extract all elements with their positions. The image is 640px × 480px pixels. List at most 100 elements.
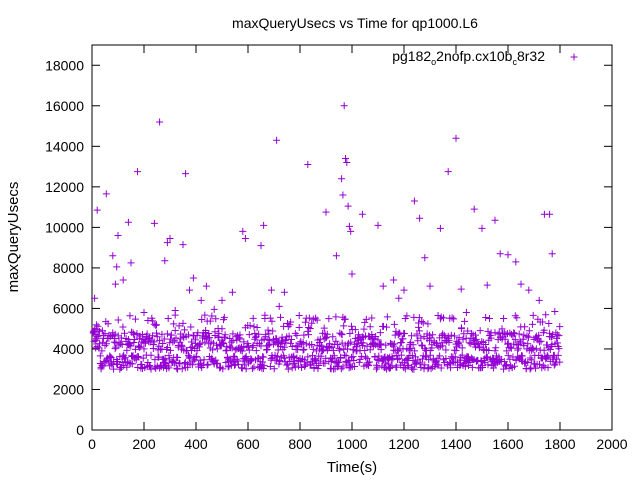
data-point xyxy=(128,360,136,368)
data-point xyxy=(94,322,102,330)
data-point xyxy=(236,331,244,339)
data-point xyxy=(171,306,179,314)
data-point xyxy=(528,320,536,328)
data-point xyxy=(216,364,224,372)
data-point xyxy=(388,362,396,370)
data-point xyxy=(219,365,227,373)
data-point xyxy=(368,330,376,338)
data-point xyxy=(179,319,187,327)
data-point xyxy=(348,270,356,278)
data-point xyxy=(104,320,112,328)
data-point xyxy=(228,288,236,296)
data-point xyxy=(205,330,213,338)
data-point xyxy=(347,338,355,346)
data-point xyxy=(131,354,139,362)
data-point xyxy=(96,352,104,360)
data-point xyxy=(323,330,331,338)
data-point xyxy=(117,340,125,348)
data-point xyxy=(260,362,268,370)
data-point xyxy=(421,254,429,262)
data-point xyxy=(196,339,204,347)
data-point xyxy=(550,361,558,369)
data-point xyxy=(400,286,408,294)
data-point xyxy=(360,325,368,333)
data-point xyxy=(383,313,391,321)
data-point xyxy=(200,356,208,364)
data-point xyxy=(362,353,370,361)
data-point xyxy=(452,347,460,355)
data-point xyxy=(409,341,417,349)
data-point xyxy=(468,329,476,337)
data-point xyxy=(202,335,210,343)
data-point xyxy=(257,242,265,250)
data-point xyxy=(404,362,412,370)
data-point xyxy=(123,363,131,371)
data-point xyxy=(152,321,160,329)
data-point xyxy=(314,365,322,373)
data-point xyxy=(379,282,387,290)
data-point xyxy=(498,325,506,333)
data-point xyxy=(213,345,221,353)
data-point xyxy=(134,363,142,371)
data-point xyxy=(382,341,390,349)
data-point xyxy=(486,315,494,323)
data-point xyxy=(448,314,456,322)
data-point xyxy=(198,316,206,324)
data-point xyxy=(543,352,551,360)
legend-marker-plus xyxy=(570,53,578,61)
data-point xyxy=(241,361,249,369)
data-point xyxy=(203,361,211,369)
data-point xyxy=(439,330,447,338)
data-point xyxy=(482,314,490,322)
data-point xyxy=(539,318,547,326)
data-point xyxy=(125,341,133,349)
data-point xyxy=(150,338,158,346)
data-point xyxy=(339,363,347,371)
data-point xyxy=(210,305,218,313)
data-point xyxy=(150,219,158,227)
data-point xyxy=(435,343,443,351)
data-point xyxy=(99,362,107,370)
data-point xyxy=(285,332,293,340)
data-point xyxy=(349,353,357,361)
data-points xyxy=(89,102,564,373)
data-point xyxy=(242,353,250,361)
data-point xyxy=(395,294,403,302)
data-point xyxy=(197,296,205,304)
data-point xyxy=(458,344,466,352)
data-point xyxy=(397,338,405,346)
data-point xyxy=(147,351,155,359)
data-point xyxy=(524,359,532,367)
data-point xyxy=(468,363,476,371)
data-point xyxy=(187,323,195,331)
data-point xyxy=(310,363,318,371)
data-point xyxy=(206,334,214,342)
data-point xyxy=(300,345,308,353)
data-point xyxy=(437,364,445,372)
data-point xyxy=(444,332,452,340)
data-point xyxy=(401,365,409,373)
data-point xyxy=(300,331,308,339)
data-point xyxy=(140,345,148,353)
data-point xyxy=(280,288,288,296)
data-point xyxy=(419,319,427,327)
data-point xyxy=(193,347,201,355)
data-point xyxy=(387,356,395,364)
data-point xyxy=(131,336,139,344)
data-point xyxy=(109,252,117,260)
data-point xyxy=(329,333,337,341)
data-point xyxy=(273,352,281,360)
data-point xyxy=(504,339,512,347)
data-point xyxy=(436,224,444,232)
data-point xyxy=(224,363,232,371)
data-point xyxy=(156,337,164,345)
data-point xyxy=(121,329,128,337)
data-point xyxy=(206,317,214,325)
data-point xyxy=(537,337,545,345)
data-point xyxy=(202,326,210,334)
data-point xyxy=(248,365,256,373)
data-point xyxy=(295,312,303,320)
data-point xyxy=(245,342,253,350)
data-point xyxy=(365,362,373,370)
data-point xyxy=(110,365,118,373)
